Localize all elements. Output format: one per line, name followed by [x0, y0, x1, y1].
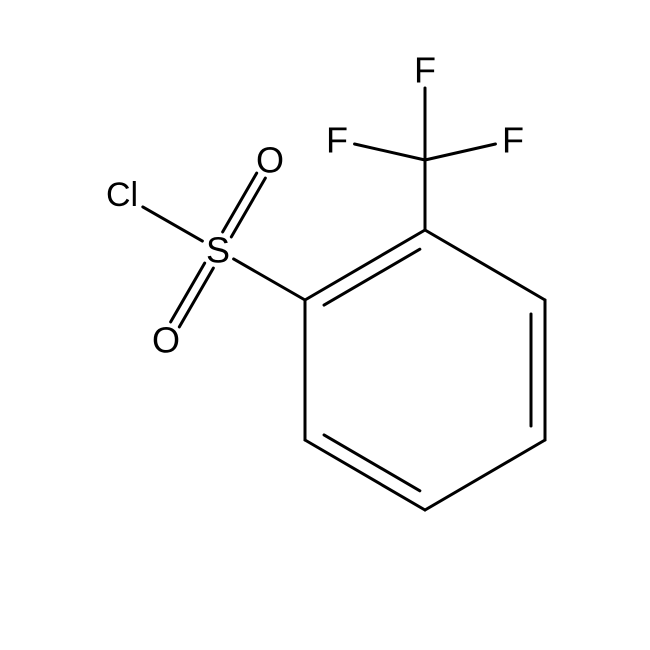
- bond: [425, 440, 545, 510]
- bond: [143, 207, 203, 241]
- bond: [324, 249, 420, 305]
- bond: [305, 230, 425, 300]
- atom-label-cl: Cl: [106, 176, 138, 214]
- atom-label-f: F: [414, 50, 436, 91]
- molecule-canvas: F F F S O O Cl: [0, 0, 650, 650]
- bond: [425, 230, 545, 300]
- atom-label-o: O: [152, 320, 180, 361]
- bond: [305, 440, 425, 510]
- bond: [425, 144, 495, 160]
- bond: [234, 259, 305, 300]
- atom-label-o: O: [256, 140, 284, 181]
- bond: [355, 144, 425, 160]
- atom-label-s: S: [206, 230, 230, 271]
- bond: [324, 435, 420, 491]
- atom-label-f: F: [502, 120, 524, 161]
- atom-label-f: F: [326, 120, 348, 161]
